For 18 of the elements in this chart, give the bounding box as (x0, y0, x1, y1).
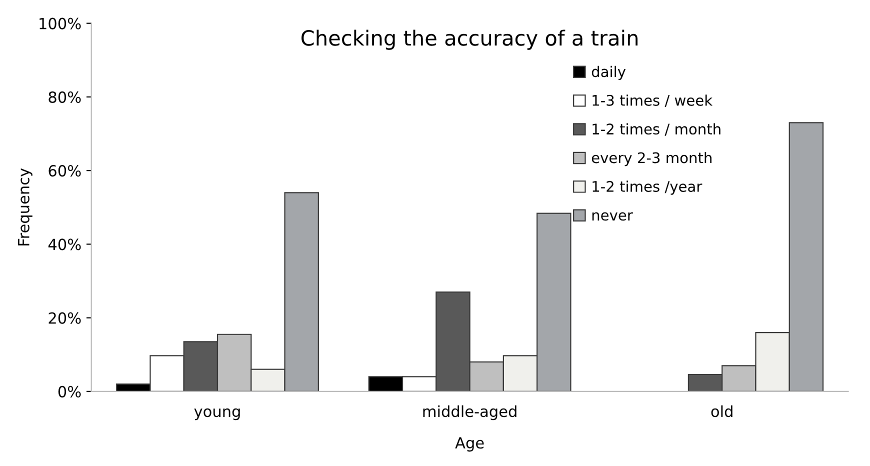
x-tick-label: young (194, 408, 240, 420)
y-tick-label: 20% (48, 312, 81, 324)
legend-label: 1-2 times /year (592, 180, 702, 195)
x-axis-title: Age (455, 437, 484, 452)
y-tick-label: 100% (40, 18, 81, 30)
y-tick-label: 40% (48, 238, 81, 250)
y-tick-label: 0% (58, 386, 81, 398)
legend-label: 1-3 times / week (592, 94, 713, 108)
legend-label: 1-2 times / month (592, 123, 720, 136)
chart-title: Checking the accuracy of a train (302, 30, 638, 50)
legend-label: never (592, 212, 633, 221)
x-tick-label: middle-aged (423, 405, 516, 420)
legend-label: every 2-3 month (592, 152, 712, 166)
y-tick-label: 60% (48, 165, 81, 177)
y-axis-title: Frequency (18, 168, 32, 246)
y-tick-label: 80% (48, 91, 81, 103)
x-tick-label: old (711, 405, 732, 418)
legend-label: daily (592, 66, 626, 80)
